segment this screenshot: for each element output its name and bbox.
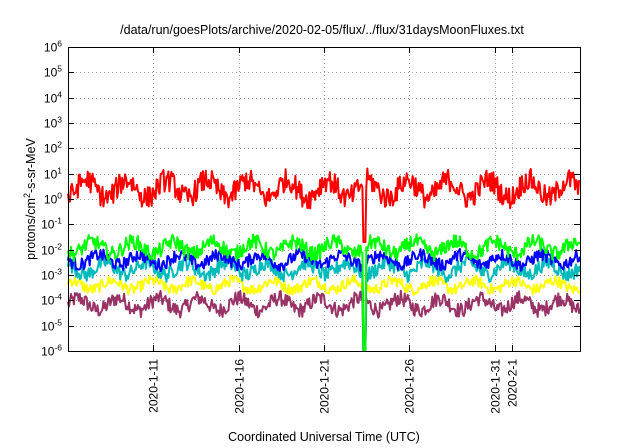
y-axis: 10-610-510-410-310-210-11001011021031041… bbox=[41, 39, 580, 359]
x-tick-label: 2020-1-26 bbox=[403, 359, 417, 414]
y-tick-label: 10-5 bbox=[41, 318, 62, 334]
y-tick-base: 10 bbox=[41, 218, 55, 232]
y-tick-label: 105 bbox=[44, 64, 62, 80]
x-tick-label: 2020-1-31 bbox=[489, 359, 503, 414]
y-tick-base: 10 bbox=[41, 269, 55, 283]
y-tick-label: 10-2 bbox=[41, 242, 62, 258]
y-tick-label: 10-4 bbox=[41, 292, 62, 308]
series-line bbox=[67, 289, 581, 352]
series-line bbox=[67, 167, 581, 243]
y-tick-exp: 3 bbox=[57, 115, 62, 125]
y-tick-base: 10 bbox=[44, 142, 58, 156]
y-tick-label: 100 bbox=[44, 191, 62, 207]
y-axis-label-prefix: protons/cm bbox=[24, 198, 38, 260]
y-axis-label: protons/cm2-s-sr-MeV bbox=[22, 137, 38, 259]
x-tick-label: 2020-1-16 bbox=[233, 359, 247, 414]
y-tick-exp: -3 bbox=[54, 267, 62, 277]
y-tick-exp: -1 bbox=[54, 216, 62, 226]
y-tick-label: 10-6 bbox=[41, 343, 62, 359]
y-tick-exp: 6 bbox=[57, 39, 62, 49]
y-tick-label: 104 bbox=[44, 90, 62, 106]
series-line bbox=[67, 274, 581, 352]
y-tick-exp: 1 bbox=[57, 166, 62, 176]
y-tick-label: 106 bbox=[44, 39, 62, 55]
x-tick-label: 2020-2-1 bbox=[506, 359, 520, 407]
y-tick-base: 10 bbox=[44, 66, 58, 80]
y-tick-label: 101 bbox=[44, 166, 62, 182]
y-tick-base: 10 bbox=[44, 193, 58, 207]
y-axis-label-sup: 2 bbox=[22, 193, 32, 198]
y-tick-exp: -5 bbox=[54, 318, 62, 328]
y-tick-base: 10 bbox=[41, 244, 55, 258]
y-tick-base: 10 bbox=[44, 168, 58, 182]
y-tick-exp: 5 bbox=[57, 64, 62, 74]
y-tick-base: 10 bbox=[41, 294, 55, 308]
y-tick-exp: -2 bbox=[54, 242, 62, 252]
y-tick-exp: 0 bbox=[57, 191, 62, 201]
series-layer bbox=[67, 167, 581, 352]
y-tick-label: 10-3 bbox=[41, 267, 62, 283]
y-tick-base: 10 bbox=[41, 320, 55, 334]
x-tick-label: 2020-1-11 bbox=[147, 359, 161, 413]
x-axis-label: Coordinated Universal Time (UTC) bbox=[228, 430, 420, 444]
y-tick-label: 103 bbox=[44, 115, 62, 131]
y-axis-label-suffix: -s-sr-MeV bbox=[24, 137, 38, 193]
y-tick-base: 10 bbox=[44, 117, 58, 131]
y-tick-label: 10-1 bbox=[41, 216, 62, 232]
series-line bbox=[67, 247, 581, 352]
y-tick-base: 10 bbox=[44, 92, 58, 106]
y-tick-exp: -4 bbox=[54, 292, 62, 302]
chart-title: /data/run/goesPlots/archive/2020-02-05/f… bbox=[120, 23, 524, 37]
y-tick-label: 102 bbox=[44, 140, 62, 156]
series-line bbox=[67, 233, 581, 352]
y-tick-exp: -6 bbox=[54, 343, 62, 353]
x-axis: 2020-1-11 2020-1-16 2020-1-21 2020-1-26 2020… bbox=[147, 47, 520, 414]
y-tick-base: 10 bbox=[44, 41, 58, 55]
x-tick-label: 2020-1-21 bbox=[318, 359, 332, 414]
y-tick-base: 10 bbox=[41, 345, 55, 359]
series-line bbox=[67, 253, 581, 352]
y-tick-exp: 2 bbox=[57, 140, 62, 150]
y-tick-exp: 4 bbox=[57, 90, 62, 100]
